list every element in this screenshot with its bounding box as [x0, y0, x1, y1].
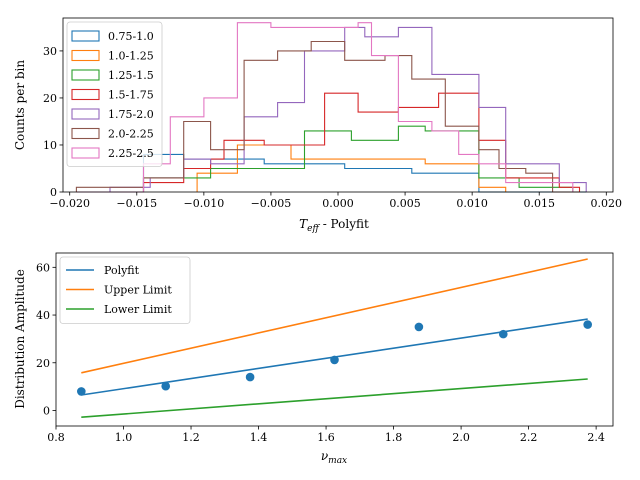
histogram-xtick-label: 0.020	[591, 197, 623, 210]
amplitude-legend-box	[59, 256, 191, 324]
histogram-legend-label: 1.25-1.5	[108, 69, 154, 82]
histogram-panel: −0.020 −0.015 −0.010 −0.005 0.000 0.005 0.010 0…	[13, 17, 622, 234]
amplitude-ytick-label: 40	[36, 309, 50, 322]
histogram-series-5	[75, 40, 580, 193]
histogram-ytick-label: 20	[43, 92, 57, 105]
histogram-xtick-label: 0.015	[523, 197, 555, 210]
amplitude-ytick-label: 0	[43, 404, 50, 417]
histogram-ticks: −0.020 −0.015 −0.010 −0.005 0.000 0.005 0.010 0…	[43, 45, 622, 210]
histogram-xtick-label: 0.010	[456, 197, 488, 210]
histogram-legend-swatch	[71, 69, 100, 81]
amplitude-legend-label: Upper Limit	[104, 284, 172, 297]
amplitude-ytick-label: 20	[36, 357, 50, 370]
histogram-legend-label: 1.75-2.0	[108, 108, 154, 121]
histogram-legend: 0.75-1.0 1.0-1.25 1.25-1.5 1.5-1.75 1.75-2.0…	[66, 21, 163, 167]
histogram-legend-label: 1.0-1.25	[108, 50, 154, 63]
amplitude-point	[161, 381, 171, 391]
histogram-ylabel: Counts per bin	[13, 60, 27, 151]
amplitude-xtick-label: 1.0	[115, 431, 133, 444]
amplitude-point	[583, 320, 592, 329]
histogram-ytick-label: 0	[50, 186, 57, 199]
histogram-xlabel: Teff - Polyfit	[299, 217, 369, 234]
amplitude-xtick-label: 2.4	[587, 431, 605, 444]
histogram-legend-swatch	[71, 147, 100, 159]
histogram-ytick-label: 30	[43, 45, 57, 58]
amplitude-line-2	[81, 378, 588, 418]
amplitude-point	[245, 372, 255, 382]
histogram-legend-label: 0.75-1.0	[108, 30, 154, 43]
amplitude-xlabel: νmax	[321, 449, 347, 466]
amplitude-xtick-label: 1.4	[250, 431, 268, 444]
amplitude-frame	[55, 252, 614, 427]
amplitude-ticks: 0.8 1.0 1.2 1.4 1.6 1.8 2.0 2.2 2.4 0 20 40 60	[36, 261, 605, 444]
amplitude-point	[330, 355, 339, 365]
amplitude-xtick-label: 2.0	[452, 431, 470, 444]
histogram-xtick-label: −0.015	[116, 197, 157, 210]
amplitude-xtick-label: 2.2	[520, 431, 538, 444]
amplitude-legend: Polyfit Upper Limit Lower Limit	[59, 256, 191, 324]
histogram-xtick-label: 0.005	[389, 197, 421, 210]
amplitude-xtick-label: 1.8	[385, 431, 403, 444]
histogram-legend-swatch	[71, 30, 100, 42]
amplitude-xtick-label: 0.8	[47, 431, 65, 444]
histogram-steps	[75, 22, 587, 193]
histogram-xtick-label: −0.010	[183, 197, 224, 210]
amplitude-point	[498, 329, 508, 339]
histogram-legend-swatch	[71, 127, 100, 140]
histogram-series-6	[76, 22, 574, 193]
histogram-legend-box	[66, 21, 163, 167]
amplitude-ytick-label: 60	[36, 261, 50, 274]
histogram-xtick-label: −0.005	[251, 197, 292, 210]
histogram-legend-swatch	[71, 108, 100, 120]
histogram-xtick-label: −0.020	[49, 197, 90, 210]
amplitude-point	[414, 322, 424, 332]
histogram-xtick-label: 0.000	[322, 197, 354, 210]
amplitude-legend-label: Polyfit	[104, 264, 140, 277]
amplitude-points	[77, 320, 592, 396]
histogram-legend-swatch	[71, 49, 100, 62]
amplitude-xtick-label: 1.6	[317, 431, 335, 444]
histogram-legend-label: 2.25-2.5	[108, 147, 154, 160]
amplitude-point	[77, 387, 86, 396]
amplitude-legend-label: Lower Limit	[104, 303, 172, 316]
histogram-legend-label: 2.0-2.25	[108, 128, 154, 141]
amplitude-xtick-label: 1.2	[182, 431, 200, 444]
amplitude-line-1	[81, 258, 588, 374]
histogram-series-1	[196, 144, 507, 192]
amplitude-ylabel: Distribution Amplitude	[13, 269, 27, 409]
histogram-legend-swatch	[71, 88, 100, 101]
histogram-ytick-label: 10	[43, 139, 57, 152]
histogram-legend-label: 1.5-1.75	[108, 89, 154, 102]
